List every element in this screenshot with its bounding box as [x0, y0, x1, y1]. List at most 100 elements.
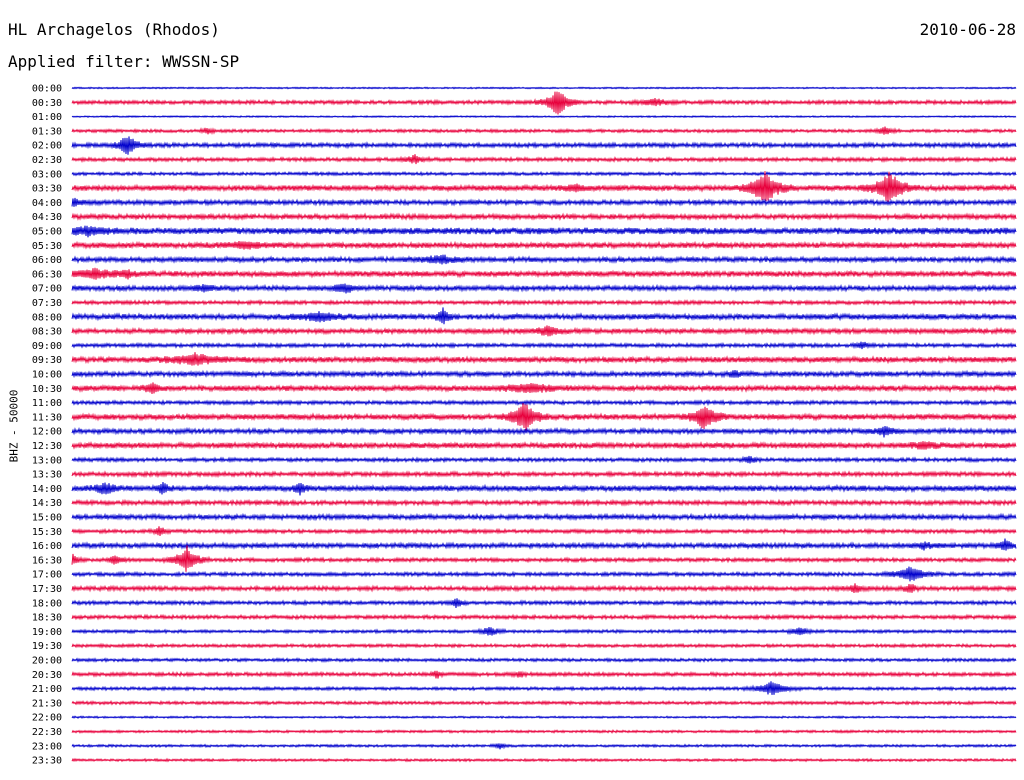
- row-label-1200: 12:00: [32, 427, 62, 438]
- row-label-1530: 15:30: [32, 527, 62, 538]
- trace-row-1530: [71, 526, 1017, 537]
- trace-row-0600: [71, 254, 1017, 265]
- row-label-0500: 05:00: [32, 227, 62, 238]
- row-label-0430: 04:30: [32, 212, 62, 223]
- trace-row-2130: [71, 699, 1017, 706]
- trace-row-0200: [71, 136, 1017, 155]
- row-label-0900: 09:00: [32, 341, 62, 352]
- trace-row-2300: [71, 742, 1017, 750]
- row-label-2000: 20:00: [32, 656, 62, 667]
- trace-row-0500: [71, 225, 1017, 238]
- trace-row-1930: [71, 642, 1017, 649]
- trace-row-0030: [71, 91, 1017, 115]
- trace-row-0130: [71, 126, 1017, 135]
- row-label-1130: 11:30: [32, 412, 62, 423]
- trace-row-1630: [71, 545, 1017, 572]
- trace-row-1900: [71, 626, 1017, 636]
- row-label-0030: 00:30: [32, 98, 62, 109]
- row-label-0330: 03:30: [32, 184, 62, 195]
- trace-row-0530: [71, 240, 1017, 250]
- trace-row-1500: [71, 512, 1017, 522]
- row-label-2230: 22:30: [32, 727, 62, 738]
- date-label: 2010-06-28: [919, 20, 1016, 39]
- trace-row-0830: [71, 325, 1017, 337]
- row-label-0530: 05:30: [32, 241, 62, 252]
- trace-row-1830: [71, 613, 1017, 621]
- row-label-1600: 16:00: [32, 541, 62, 552]
- row-label-1100: 11:00: [32, 398, 62, 409]
- row-label-1400: 14:00: [32, 484, 62, 495]
- row-label-0130: 01:30: [32, 126, 62, 137]
- row-label-0730: 07:30: [32, 298, 62, 309]
- trace-row-0800: [71, 307, 1017, 325]
- trace-row-1730: [71, 583, 1017, 593]
- row-label-1800: 18:00: [32, 598, 62, 609]
- row-label-2030: 20:30: [32, 670, 62, 681]
- row-label-1930: 19:30: [32, 641, 62, 652]
- trace-row-0730: [71, 298, 1017, 307]
- trace-row-0000: [71, 86, 1017, 90]
- station-title: HL Archagelos (Rhodos): [8, 20, 220, 39]
- trace-row-1430: [71, 498, 1017, 507]
- trace-row-0430: [71, 212, 1017, 222]
- row-label-2330: 23:30: [32, 756, 62, 767]
- row-label-1700: 17:00: [32, 570, 62, 581]
- trace-row-0630: [71, 267, 1017, 280]
- trace-row-0330: [71, 171, 1017, 202]
- filter-label: Applied filter: WWSSN-SP: [8, 52, 240, 71]
- trace-row-0900: [71, 341, 1017, 350]
- trace-row-0930: [71, 352, 1017, 366]
- row-label-1030: 10:30: [32, 384, 62, 395]
- row-label-1730: 17:30: [32, 584, 62, 595]
- trace-row-0230: [71, 154, 1017, 165]
- trace-row-2230: [71, 729, 1017, 734]
- row-label-0230: 02:30: [32, 155, 62, 166]
- trace-row-2000: [71, 656, 1017, 664]
- trace-row-1400: [71, 481, 1017, 496]
- row-label-1500: 15:00: [32, 513, 62, 524]
- trace-row-1700: [71, 566, 1017, 582]
- trace-row-1000: [71, 369, 1017, 379]
- row-label-0930: 09:30: [32, 355, 62, 366]
- trace-row-0100: [71, 115, 1017, 119]
- trace-row-1330: [71, 470, 1017, 479]
- row-label-0300: 03:00: [32, 169, 62, 180]
- row-label-0100: 01:00: [32, 112, 62, 123]
- row-label-1900: 19:00: [32, 627, 62, 638]
- trace-row-2330: [71, 757, 1017, 763]
- row-label-0630: 06:30: [32, 269, 62, 280]
- trace-row-1800: [71, 598, 1017, 609]
- row-label-0800: 08:00: [32, 312, 62, 323]
- row-label-1230: 12:30: [32, 441, 62, 452]
- trace-row-1230: [71, 440, 1017, 450]
- row-label-0000: 00:00: [32, 84, 62, 95]
- trace-row-2030: [71, 670, 1017, 679]
- row-label-2130: 21:30: [32, 698, 62, 709]
- row-label-0400: 04:00: [32, 198, 62, 209]
- trace-row-0700: [71, 283, 1017, 294]
- trace-row-1200: [71, 426, 1017, 438]
- trace-row-1130: [71, 403, 1017, 431]
- row-label-1630: 16:30: [32, 555, 62, 566]
- row-label-1330: 13:30: [32, 470, 62, 481]
- row-label-2200: 22:00: [32, 713, 62, 724]
- trace-row-1030: [71, 382, 1017, 395]
- trace-row-1300: [71, 455, 1017, 464]
- row-label-0600: 06:00: [32, 255, 62, 266]
- trace-row-0400: [71, 197, 1017, 207]
- row-label-0200: 02:00: [32, 141, 62, 152]
- trace-row-0300: [71, 170, 1017, 177]
- trace-row-1100: [71, 399, 1017, 407]
- row-label-1000: 10:00: [32, 370, 62, 381]
- trace-row-2200: [71, 715, 1017, 720]
- trace-row-2100: [71, 681, 1017, 695]
- trace-row-1600: [71, 538, 1017, 551]
- row-label-2300: 23:00: [32, 741, 62, 752]
- row-label-1830: 18:30: [32, 613, 62, 624]
- row-label-1300: 13:00: [32, 455, 62, 466]
- row-label-0700: 07:00: [32, 284, 62, 295]
- row-label-0830: 08:30: [32, 327, 62, 338]
- row-label-2100: 21:00: [32, 684, 62, 695]
- row-label-1430: 14:30: [32, 498, 62, 509]
